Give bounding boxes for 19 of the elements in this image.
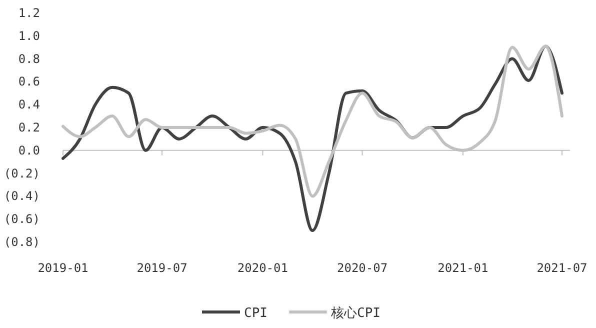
y-tick-label: 1.2 (18, 6, 40, 20)
legend-label: 核心CPI (330, 305, 380, 321)
legend-label: CPI (244, 306, 268, 321)
y-tick-label: 0.0 (18, 143, 40, 158)
y-tick-label: 0.4 (18, 98, 40, 112)
y-tick-label: 1.0 (18, 28, 40, 43)
x-tick-label: 2020-07 (337, 261, 388, 275)
x-tick-label: 2021-07 (536, 261, 588, 275)
y-tick-label: (0.8) (4, 235, 40, 249)
x-tick-label: 2020-01 (237, 261, 288, 275)
y-tick-label: 0.2 (18, 120, 40, 134)
y-tick-label: 0.6 (18, 74, 40, 89)
y-tick-label: (0.6) (4, 212, 40, 226)
y-tick-label: (0.4) (4, 189, 40, 204)
x-tick-label: 2019-07 (136, 261, 188, 275)
y-tick-label: (0.2) (4, 166, 40, 180)
y-tick-label: 0.8 (18, 52, 40, 66)
x-tick-label: 2019-01 (38, 261, 88, 275)
x-tick-label: 2021-01 (438, 261, 488, 275)
